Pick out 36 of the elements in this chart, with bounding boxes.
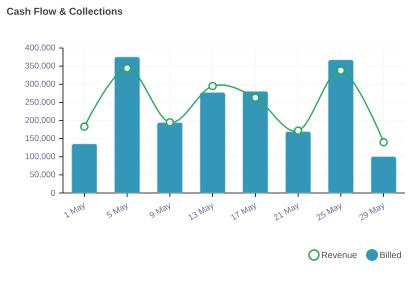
- y-tick-label: 300,000: [25, 80, 56, 88]
- point: [294, 126, 302, 135]
- x-tick-label: 17 May: [231, 202, 256, 220]
- point: [166, 118, 174, 127]
- y-tick-label: 400,000: [25, 44, 56, 52]
- x-tick-label: 5 May: [106, 202, 128, 218]
- y-tick-label: 200,000: [25, 117, 56, 124]
- chart-title: Cash Flow & Collections: [6, 8, 122, 15]
- y-tick-label: 350,000: [25, 62, 56, 70]
- x-tick-label: 9 May: [150, 203, 170, 218]
- point: [122, 64, 132, 73]
- point: [336, 66, 346, 75]
- bar: [200, 92, 226, 194]
- bar: [370, 156, 396, 194]
- x-tick-label: 1 May: [64, 202, 85, 218]
- x-tick-label: 25 May: [316, 203, 342, 221]
- y-tick-label: 50,000: [30, 171, 56, 178]
- y-tick-label: 0: [51, 190, 56, 196]
- bar: [285, 131, 311, 194]
- bar: [242, 91, 268, 194]
- x-tick-label: 29 May: [359, 203, 384, 221]
- bar: [72, 144, 98, 194]
- y-tick-label: 150,000: [26, 135, 56, 142]
- bar: [157, 122, 183, 194]
- legend-label: Revenue: [322, 252, 357, 258]
- x-tick-label: 21 May: [274, 203, 298, 221]
- y-tick-label: 250,000: [25, 98, 56, 106]
- point: [251, 93, 260, 102]
- y-tick-label: 100,000: [26, 153, 56, 160]
- bar: [328, 60, 354, 194]
- bar: [114, 56, 140, 194]
- point: [379, 138, 388, 146]
- point: [208, 82, 217, 90]
- point: [80, 122, 89, 131]
- x-tick-label: 13 May: [188, 203, 213, 220]
- legend-label: Billed: [380, 252, 401, 258]
